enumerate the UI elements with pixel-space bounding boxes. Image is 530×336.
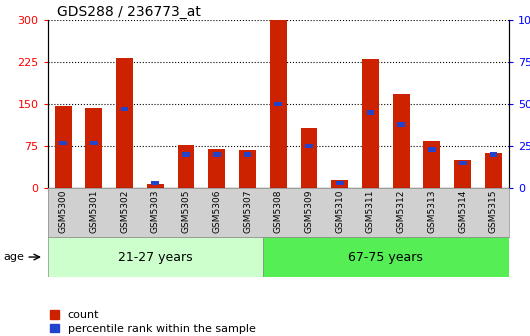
Text: GSM5309: GSM5309 [305,190,313,233]
Bar [485,154,502,188]
Bar [362,59,379,188]
Text: GSM5311: GSM5311 [366,190,375,233]
Text: GDS288 / 236773_at: GDS288 / 236773_at [57,5,201,19]
Bar [208,149,225,188]
Bar [59,140,67,145]
Bar [336,181,343,185]
Text: GSM5303: GSM5303 [151,190,160,233]
Bar [90,140,98,145]
Bar [239,150,256,188]
Text: GSM5300: GSM5300 [59,190,67,233]
Bar [331,180,348,188]
Bar [182,152,190,157]
Bar [121,107,128,112]
Text: GSM5302: GSM5302 [120,190,129,233]
Bar [213,152,220,157]
Bar [454,160,471,188]
Text: GSM5315: GSM5315 [489,190,498,233]
Bar [398,122,405,127]
Bar [490,152,497,157]
Text: age: age [4,252,25,262]
Bar [428,147,436,152]
Text: GSM5312: GSM5312 [397,190,405,233]
Bar [147,184,164,188]
Text: GSM5310: GSM5310 [335,190,344,233]
Bar [152,181,159,185]
Bar [393,94,410,188]
Bar [263,237,509,277]
Text: GSM5305: GSM5305 [182,190,190,233]
Legend: count, percentile rank within the sample: count, percentile rank within the sample [50,310,255,334]
Bar [301,128,317,188]
Bar [55,106,72,188]
Bar [367,110,374,115]
Bar [305,144,313,149]
Bar [116,58,133,188]
Text: GSM5306: GSM5306 [213,190,221,233]
Bar [275,102,282,107]
Bar [178,145,195,188]
Bar [85,108,102,188]
Text: 67-75 years: 67-75 years [348,251,423,263]
Text: GSM5313: GSM5313 [428,190,436,233]
Text: GSM5314: GSM5314 [458,190,467,233]
Bar [423,140,440,188]
Text: 21-27 years: 21-27 years [118,251,192,263]
Bar [48,237,263,277]
Text: GSM5308: GSM5308 [274,190,282,233]
Bar [270,20,287,188]
Bar [459,161,466,165]
Text: GSM5301: GSM5301 [90,190,98,233]
Bar [244,152,251,157]
Text: GSM5307: GSM5307 [243,190,252,233]
